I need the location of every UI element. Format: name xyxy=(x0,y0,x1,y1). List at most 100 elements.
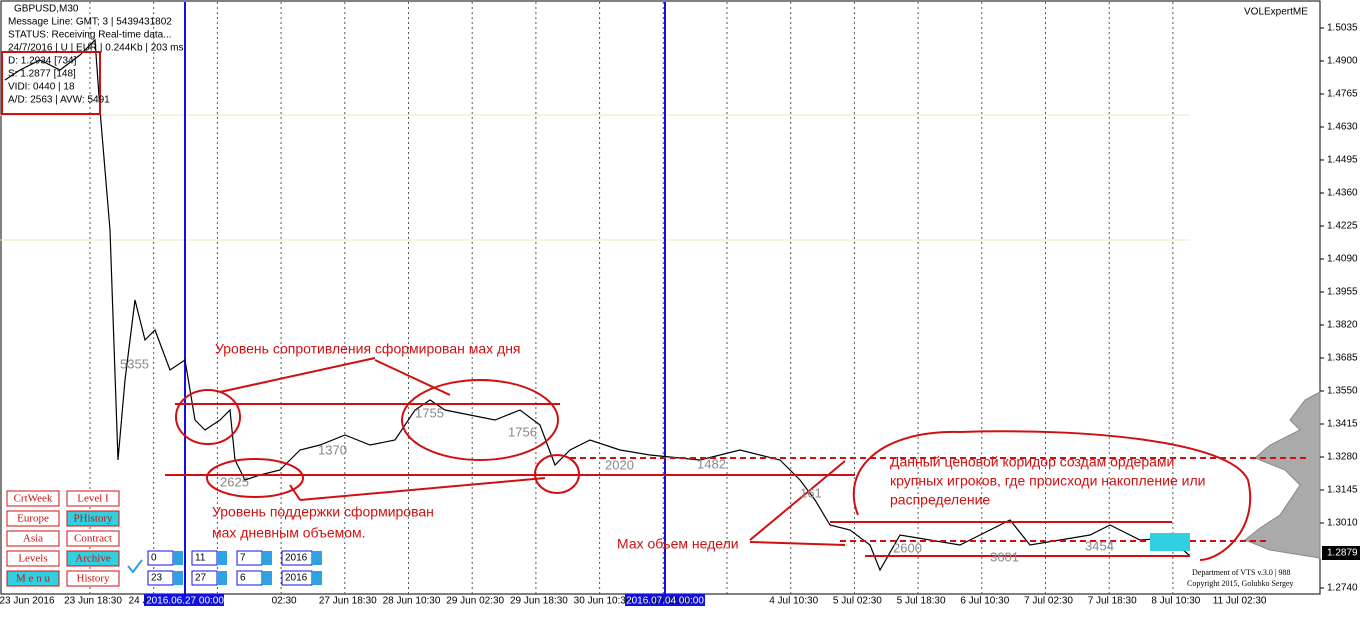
info-line: VIDI: 0440 | 18 xyxy=(8,82,75,93)
annotation: Уровень поддержки сформирован xyxy=(212,504,434,520)
time-label: 27 Jun 18:30 xyxy=(319,596,377,607)
volume-label: 1756 xyxy=(508,424,537,439)
button-label[interactable]: History xyxy=(77,573,111,585)
spinner-value[interactable]: 6 xyxy=(240,573,246,584)
annotation: распределение xyxy=(890,492,990,508)
time-label: 02:30 xyxy=(272,596,297,607)
symbol: GBPUSD,M30 xyxy=(14,4,79,15)
price-label: 1.4495 xyxy=(1327,155,1358,166)
spinner-button[interactable] xyxy=(217,551,227,565)
price-label: 1.3280 xyxy=(1327,452,1358,463)
volume-label: 5355 xyxy=(120,356,149,371)
time-label: 1 Jul 02:30 xyxy=(642,596,691,607)
button[interactable] xyxy=(6,490,60,507)
time-label: 23 Jun 18:30 xyxy=(64,596,122,607)
button-label[interactable]: CrtWeek xyxy=(14,493,53,505)
button[interactable] xyxy=(66,530,120,547)
price-label: 1.3010 xyxy=(1327,518,1358,529)
annotation: Данный ценовой коридор создам ордерами xyxy=(890,454,1174,470)
price-label: 1.5035 xyxy=(1327,23,1358,34)
time-label: 28 Jun 10:30 xyxy=(383,596,441,607)
spinner-value[interactable]: 2016 xyxy=(285,573,308,584)
annotation: Мах обьем недели xyxy=(617,536,739,552)
button-label[interactable]: Archive xyxy=(75,553,111,565)
time-label: 5 Jul 02:30 xyxy=(833,596,882,607)
footer: Department of VTS v.3.0 | 988 xyxy=(1192,568,1290,577)
spinner-value[interactable]: 11 xyxy=(195,553,206,564)
spinner-button[interactable] xyxy=(262,551,272,565)
spinner-button[interactable] xyxy=(312,551,322,565)
spinner-value[interactable]: 27 xyxy=(195,573,207,584)
volume-label: 1370 xyxy=(318,442,347,457)
volume-label: 3454 xyxy=(1085,538,1114,553)
annotation: Уровень сопротивления сформирован мах дн… xyxy=(215,341,521,357)
spinner-button[interactable] xyxy=(312,571,322,585)
info-line: 24/7/2016 | U | EUR | 0.244Kb | 203 ms xyxy=(8,43,184,54)
price-label: 1.4360 xyxy=(1327,188,1358,199)
volume-label: 3601 xyxy=(990,549,1019,564)
spinner-button[interactable] xyxy=(173,571,183,585)
volume-label: 1482 xyxy=(697,456,726,471)
button[interactable] xyxy=(6,550,60,567)
time-label: 24 J xyxy=(129,596,148,607)
volume-label: 161 xyxy=(800,485,822,500)
checkbox[interactable] xyxy=(127,559,143,574)
price-label: 1.3415 xyxy=(1327,419,1358,430)
footer: Copyright 2015, Golubko Sergey xyxy=(1187,579,1294,588)
button[interactable] xyxy=(66,510,120,527)
time-label: 11 Jul 02:30 xyxy=(1213,596,1267,607)
price-label: 1.3685 xyxy=(1327,353,1358,364)
time-label: 5 Jul 18:30 xyxy=(897,596,946,607)
time-label: 2016.07.04 00:00 xyxy=(626,596,704,607)
button-label[interactable]: Asia xyxy=(23,533,43,545)
button[interactable] xyxy=(66,550,120,567)
time-label: 7 Jul 02:30 xyxy=(1024,596,1073,607)
price-label: 1.4630 xyxy=(1327,122,1358,133)
button-label[interactable]: M e n u xyxy=(16,573,50,585)
volume-label: 2020 xyxy=(605,457,634,472)
info-line: A/D: 2563 | AVW: 5491 xyxy=(8,95,110,106)
info-line: S: 1.2877 [148] xyxy=(8,69,76,80)
time-label: 23 Jun 2016 xyxy=(0,596,55,607)
price-label: 1.4765 xyxy=(1327,89,1358,100)
time-label: 29 Jun 18:30 xyxy=(510,596,568,607)
button-label[interactable]: Levels xyxy=(18,553,47,565)
current-price: 1.2879 xyxy=(1327,548,1358,559)
time-label: 2016.06.27 00:00 xyxy=(146,596,224,607)
price-label: 1.3145 xyxy=(1327,485,1358,496)
volume-label: 2600 xyxy=(893,540,922,555)
button-label[interactable]: Level I xyxy=(77,493,109,505)
spinner-value[interactable]: 0 xyxy=(151,553,157,564)
spinner-value[interactable]: 7 xyxy=(240,553,246,564)
button-label[interactable]: Contract xyxy=(74,533,112,545)
spinner-value[interactable]: 2016 xyxy=(285,553,308,564)
time-label: 30 Jun 10:30 xyxy=(574,596,632,607)
spinner-button[interactable] xyxy=(217,571,227,585)
info-line: Message Line: GMT; 3 | 5439431802 xyxy=(8,17,172,28)
button[interactable] xyxy=(6,570,60,587)
annotation: крупных игроков, где происходи накоплени… xyxy=(890,473,1205,489)
spinner-button[interactable] xyxy=(173,551,183,565)
annotation: мах дневным объемом. xyxy=(212,525,366,541)
indicator-name: VOLExpertME xyxy=(1244,7,1308,18)
volume-label: 2625 xyxy=(220,474,249,489)
button[interactable] xyxy=(66,570,120,587)
price-label: 1.3955 xyxy=(1327,287,1358,298)
button-label[interactable]: PHistory xyxy=(73,513,113,525)
price-label: 1.2740 xyxy=(1327,583,1358,594)
price-label: 1.3550 xyxy=(1327,386,1358,397)
button[interactable] xyxy=(6,530,60,547)
price-label: 1.4900 xyxy=(1327,56,1358,67)
button[interactable] xyxy=(66,490,120,507)
price-label: 1.3820 xyxy=(1327,320,1358,331)
time-label: 4 Jul 10:30 xyxy=(769,596,818,607)
spinner-value[interactable]: 23 xyxy=(151,573,163,584)
spinner-button[interactable] xyxy=(262,571,272,585)
button[interactable] xyxy=(6,510,60,527)
time-label: 29 Jun 02:30 xyxy=(446,596,504,607)
volume-label: 1755 xyxy=(415,405,444,420)
button-label[interactable]: Europe xyxy=(17,513,49,525)
info-line: D: 1.2934 [734] xyxy=(8,56,77,67)
price-label: 1.4225 xyxy=(1327,221,1358,232)
